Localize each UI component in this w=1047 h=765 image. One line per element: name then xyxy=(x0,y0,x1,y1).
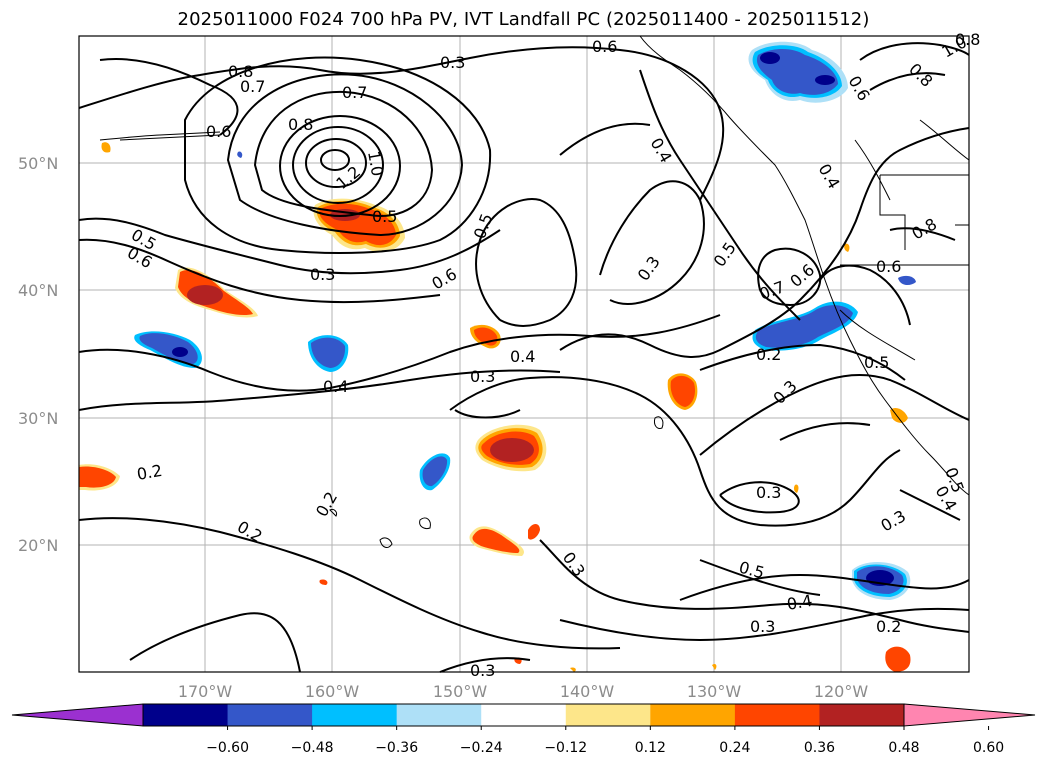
contour-label: 0.4 xyxy=(323,377,348,396)
colorbar-tick-label: −0.36 xyxy=(375,740,418,756)
colorbar-tick-label: 0.48 xyxy=(888,740,919,756)
colorbar-tick-label: −0.12 xyxy=(544,740,587,756)
pv-contours xyxy=(78,42,970,673)
colorbar-tick-label: −0.48 xyxy=(291,740,334,756)
colorbar-segment xyxy=(819,704,905,726)
shaded-anomalies xyxy=(79,41,916,672)
colorbar-segment xyxy=(396,704,482,726)
plot-frame xyxy=(78,35,970,673)
contour-label: 0.3 xyxy=(440,53,465,72)
contour-label: 0.8 xyxy=(955,30,980,49)
contour-label: 0.7 xyxy=(240,77,265,96)
contour-label: 0.3 xyxy=(470,367,495,386)
colorbar-segment xyxy=(650,704,736,726)
colorbar-segment xyxy=(312,704,398,726)
colorbar-frame xyxy=(142,703,905,727)
colorbar-tick-label: −0.24 xyxy=(460,740,503,756)
contour-label: 0.2 xyxy=(756,345,781,364)
contour-label: 0.8 xyxy=(228,62,253,81)
contour-label: 0.2 xyxy=(135,461,163,484)
contour-label: 0.8 xyxy=(288,115,313,134)
lon-label: 170°W xyxy=(178,682,233,701)
contour-label: 0.2 xyxy=(876,617,901,636)
colorbar-extend-max xyxy=(903,703,1036,727)
contour-label: 0.5 xyxy=(372,207,397,226)
latitude-labels: 50°N 40°N 30°N 20°N xyxy=(18,154,58,555)
colorbar-segment xyxy=(227,704,313,726)
colorbar: −0.60 −0.48 −0.36 −0.24 −0.12 0.12 0.24 0.36 0.4… xyxy=(11,703,1036,756)
contour-label: 0.3 xyxy=(310,265,335,284)
contour-label: 1.0 xyxy=(364,149,387,177)
contour-label: 0.3 xyxy=(750,617,775,636)
colorbar-tick-label: 0.36 xyxy=(804,740,835,756)
colorbar-segment xyxy=(143,704,229,726)
contour-label: 0.4 xyxy=(785,591,813,614)
coastlines xyxy=(99,35,970,548)
contour-label: 0.5 xyxy=(864,353,889,372)
lat-label: 20°N xyxy=(18,536,58,555)
colorbar-tick-label: −0.60 xyxy=(206,740,249,756)
lon-label: 140°W xyxy=(560,682,615,701)
colorbar-segment xyxy=(734,704,820,726)
longitude-labels: 170°W 160°W 150°W 140°W 130°W 120°W xyxy=(178,682,869,701)
contour-label: 0.3 xyxy=(756,483,781,502)
contour-label: 0.7 xyxy=(342,83,367,102)
lat-label: 30°N xyxy=(18,409,58,428)
lon-label: 120°W xyxy=(814,682,869,701)
colorbar-extend-min xyxy=(11,703,144,727)
lat-label: 50°N xyxy=(18,154,58,173)
colorbar-tick-label: 0.24 xyxy=(719,740,750,756)
contour-label: 0.6 xyxy=(592,37,617,56)
lon-label: 150°W xyxy=(433,682,488,701)
lon-label: 160°W xyxy=(305,682,360,701)
colorbar-segment xyxy=(565,704,651,726)
contour-label: 0.6 xyxy=(876,257,901,276)
contour-label: 0.3 xyxy=(470,661,495,680)
lat-label: 40°N xyxy=(18,281,58,300)
contour-label: 0.4 xyxy=(510,347,535,366)
colorbar-segment xyxy=(481,704,567,726)
map-title: 2025011000 F024 700 hPa PV, IVT Landfall… xyxy=(177,9,870,30)
contour-label: 0.6 xyxy=(206,122,231,141)
colorbar-tick-label: 0.60 xyxy=(973,740,1004,756)
colorbar-tick-label: 0.12 xyxy=(635,740,666,756)
lon-label: 130°W xyxy=(687,682,742,701)
plot-area xyxy=(79,36,969,672)
